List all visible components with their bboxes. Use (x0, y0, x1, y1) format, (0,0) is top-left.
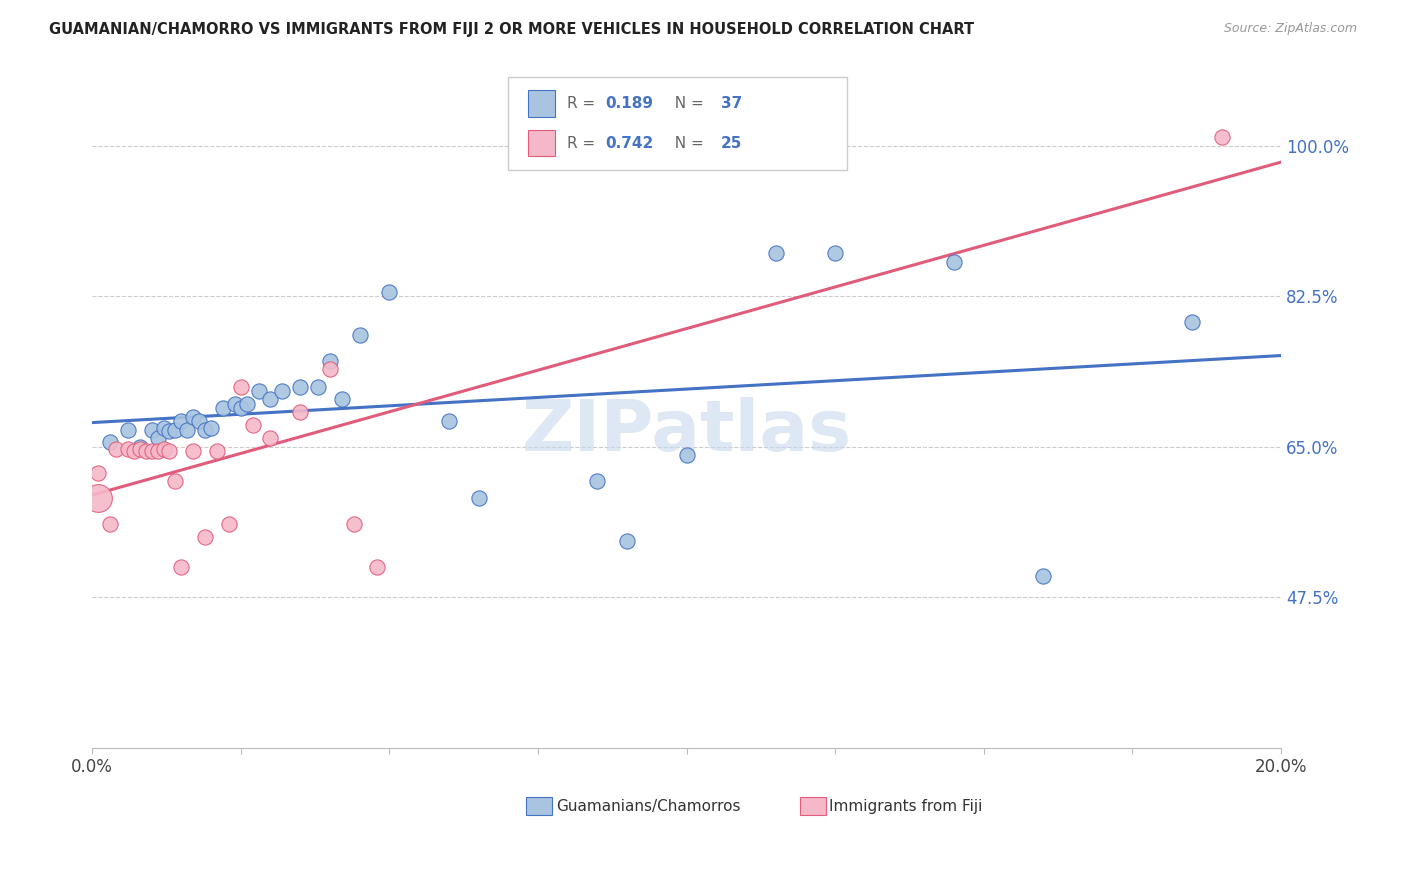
Point (205, 444, 228, 458)
Point (224, 397, 246, 411)
Point (152, 442, 174, 456)
Point (271, 384, 294, 398)
Point (104, 442, 127, 456)
Point (98, 435, 121, 450)
Point (87, 466, 110, 480)
Point (307, 379, 329, 393)
Point (378, 285, 401, 299)
Point (259, 431, 281, 445)
Point (159, 444, 181, 458)
Point (194, 530, 217, 544)
Bar (800, 797, 825, 814)
Text: 0.189: 0.189 (606, 96, 654, 111)
Point (152, 421, 174, 435)
Point (117, 423, 139, 437)
Point (170, 414, 193, 428)
Text: N =: N = (665, 96, 709, 111)
Point (235, 397, 257, 411)
Point (290, 379, 312, 393)
Point (128, 440, 150, 454)
Point (330, 392, 353, 407)
Text: Immigrants from Fiji: Immigrants from Fiji (830, 799, 983, 814)
Point (616, 534, 638, 549)
Point (165, 423, 187, 437)
Point (1181, 315, 1204, 329)
Text: ZIPatlas: ZIPatlas (522, 397, 852, 466)
Text: R =: R = (567, 136, 599, 151)
Text: 0.742: 0.742 (606, 136, 654, 151)
Point (366, 560, 388, 574)
Point (319, 362, 342, 376)
Point (165, 474, 187, 488)
Point (247, 384, 270, 398)
Bar (529, 90, 554, 117)
Point (229, 401, 252, 415)
Point (259, 392, 281, 407)
Text: R =: R = (567, 96, 599, 111)
Point (218, 517, 240, 532)
Point (824, 246, 846, 260)
Point (200, 421, 222, 435)
Point (117, 442, 139, 456)
FancyBboxPatch shape (508, 77, 846, 169)
Text: 25: 25 (721, 136, 742, 151)
Point (586, 474, 609, 488)
Point (181, 409, 204, 424)
Point (146, 431, 169, 445)
Point (1211, 130, 1233, 145)
Text: Source: ZipAtlas.com: Source: ZipAtlas.com (1223, 22, 1357, 36)
Point (188, 414, 211, 428)
Point (194, 423, 217, 437)
Text: Guamanians/Chamorros: Guamanians/Chamorros (555, 799, 741, 814)
Point (765, 246, 787, 260)
Point (87, 491, 110, 506)
Point (170, 560, 193, 574)
Point (437, 414, 460, 428)
Point (181, 444, 204, 458)
Point (290, 405, 312, 419)
Point (212, 401, 235, 415)
Point (176, 423, 198, 437)
Bar (526, 797, 553, 814)
Text: 37: 37 (721, 96, 742, 111)
Point (1032, 569, 1054, 583)
Point (135, 444, 157, 458)
Point (159, 425, 181, 439)
Point (128, 442, 150, 456)
Point (122, 444, 145, 458)
Text: GUAMANIAN/CHAMORRO VS IMMIGRANTS FROM FIJI 2 OR MORE VEHICLES IN HOUSEHOLD CORRE: GUAMANIAN/CHAMORRO VS IMMIGRANTS FROM FI… (49, 22, 974, 37)
Point (146, 444, 169, 458)
Point (343, 517, 366, 532)
Point (141, 444, 163, 458)
Text: N =: N = (665, 136, 709, 151)
Point (675, 449, 697, 463)
Point (349, 327, 371, 342)
Point (943, 254, 966, 268)
Point (229, 379, 252, 393)
Point (467, 491, 489, 506)
Point (141, 423, 163, 437)
Point (319, 353, 342, 368)
Bar (529, 130, 554, 156)
Point (242, 418, 264, 433)
Point (98, 517, 121, 532)
